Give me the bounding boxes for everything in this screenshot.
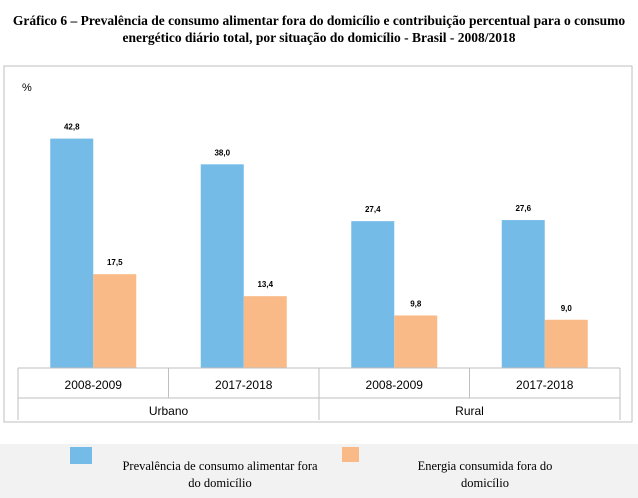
category-label-1: 2008-2009 [65, 378, 123, 392]
bar-series2-cat2 [243, 296, 287, 368]
bar-series1-cat2 [200, 164, 244, 368]
category-label-2: 2017-2018 [215, 378, 273, 392]
bars-layer: 42,8 17,5 38,0 13,4 27,4 9,8 27,6 9,0 [50, 123, 588, 368]
chart-title: Gráfico 6 – Prevalência de consumo alime… [12, 13, 626, 45]
group-label-rural: Rural [455, 404, 484, 418]
data-label-series2-cat4: 9,0 [561, 304, 573, 313]
legend-label-prevalencia-line2: do domicílio [188, 476, 252, 490]
data-label-series2-cat2: 13,4 [257, 280, 273, 289]
legend-label-energia-line1: Energia consumida fora do [417, 459, 553, 473]
legend-swatch-energia [342, 447, 359, 462]
category-label-3: 2008-2009 [366, 378, 424, 392]
bar-series1-cat1 [50, 138, 94, 368]
legend-label-prevalencia: Prevalência de consumo alimentar fora do… [110, 458, 330, 492]
legend-label-energia-line2: domicílio [461, 476, 509, 490]
data-label-series1-cat4: 27,6 [515, 204, 531, 213]
data-label-series2-cat1: 17,5 [107, 258, 123, 267]
data-label-series2-cat3: 9,8 [410, 299, 422, 308]
legend-label-prevalencia-line1: Prevalência de consumo alimentar fora [122, 459, 318, 473]
data-label-series1-cat3: 27,4 [365, 205, 381, 214]
legend-swatch-prevalencia [70, 447, 92, 464]
y-axis-unit-label: % [22, 82, 32, 94]
bar-series2-cat4 [544, 319, 588, 368]
data-label-series1-cat1: 42,8 [64, 123, 80, 132]
category-axis: 2008-2009 2017-2018 2008-2009 2017-2018 Urba… [17, 367, 621, 420]
category-label-4: 2017-2018 [516, 378, 574, 392]
group-label-urbano: Urbano [149, 404, 189, 418]
bar-series1-cat3 [351, 221, 395, 368]
bar-series2-cat3 [394, 315, 438, 368]
data-label-series1-cat2: 38,0 [214, 148, 230, 157]
legend-band [0, 444, 638, 498]
bar-series1-cat4 [501, 220, 545, 368]
legend-label-energia: Energia consumida fora do domicílio [395, 458, 575, 492]
bar-series2-cat1 [93, 274, 137, 368]
